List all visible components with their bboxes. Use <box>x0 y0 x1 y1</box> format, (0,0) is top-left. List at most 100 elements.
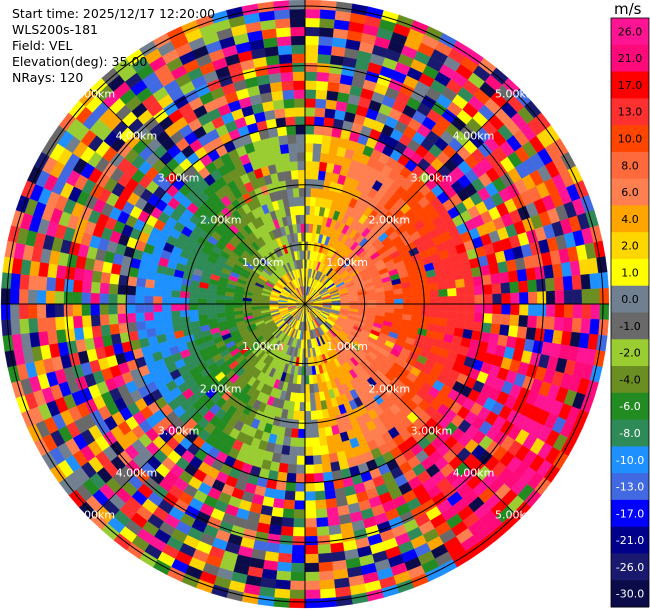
velocity-gate <box>316 71 330 82</box>
velocity-gate <box>188 309 199 317</box>
velocity-gate <box>571 317 582 334</box>
velocity-gate <box>288 143 298 153</box>
range-ring-label: 4.00km <box>116 467 158 480</box>
velocity-gate <box>553 276 565 292</box>
velocity-gate <box>304 160 313 171</box>
velocity-gate <box>490 323 501 335</box>
velocity-gate <box>581 288 592 305</box>
velocity-gate <box>274 489 286 500</box>
colorbar-tick-label: -1.0 <box>619 320 640 333</box>
range-ring-label: 5.00km <box>495 509 537 522</box>
velocity-gate <box>72 303 82 317</box>
velocity-gate <box>304 518 317 528</box>
velocity-gate <box>554 303 565 318</box>
velocity-gate <box>288 598 306 609</box>
velocity-gate <box>271 144 282 156</box>
velocity-gate <box>315 89 328 100</box>
velocity-gate <box>289 580 306 591</box>
velocity-gate <box>384 294 395 300</box>
velocity-gate <box>420 290 431 299</box>
velocity-gate <box>63 316 74 330</box>
velocity-gate <box>301 232 306 242</box>
velocity-gate <box>82 326 94 340</box>
velocity-gate <box>304 53 319 64</box>
velocity-gate <box>304 589 321 600</box>
velocity-gate <box>289 160 299 171</box>
velocity-gate <box>90 292 100 305</box>
velocity-gate <box>310 419 319 430</box>
velocity-gate <box>296 223 302 234</box>
velocity-gate <box>472 275 484 287</box>
velocity-gate <box>318 436 328 447</box>
velocity-gate <box>311 437 321 448</box>
velocity-gate <box>315 499 327 510</box>
velocity-gate <box>297 437 306 448</box>
velocity-gate <box>180 315 191 324</box>
velocity-gate <box>304 446 314 457</box>
velocity-gate <box>500 282 511 294</box>
velocity-gate <box>304 375 310 385</box>
velocity-gate <box>492 303 502 315</box>
velocity-gate <box>599 303 610 321</box>
velocity-gate <box>145 327 157 338</box>
velocity-gate <box>2 256 14 274</box>
velocity-gate <box>273 0 290 11</box>
colorbar-tick-label: 1.0 <box>621 266 639 279</box>
velocity-gate <box>295 133 306 144</box>
velocity-gate <box>304 535 318 546</box>
velocity-gate <box>273 588 291 599</box>
elevation: Elevation(deg): 35.00 <box>12 54 148 69</box>
velocity-gate <box>420 303 431 311</box>
velocity-gate <box>465 294 476 305</box>
colorbar-tick-label: -10.0 <box>616 454 644 467</box>
velocity-gate <box>482 284 493 295</box>
velocity-gate <box>293 89 306 99</box>
velocity-gate <box>290 571 306 582</box>
velocity-gate <box>108 303 118 315</box>
velocity-gate <box>411 303 422 311</box>
velocity-gate <box>161 303 172 312</box>
velocity-gate <box>446 318 457 328</box>
velocity-gate <box>290 562 306 573</box>
colorbar-tick-label: -30.0 <box>616 588 644 601</box>
velocity-gate <box>285 481 296 492</box>
velocity-gate <box>314 107 326 118</box>
velocity-gate <box>429 296 440 305</box>
velocity-gate <box>463 320 475 331</box>
velocity-gate <box>300 384 306 394</box>
velocity-gate <box>304 0 322 10</box>
velocity-gate <box>73 267 85 281</box>
velocity-gate <box>276 125 288 137</box>
velocity-gate <box>152 303 163 313</box>
velocity-gate <box>135 320 147 331</box>
velocity-gate <box>281 80 294 91</box>
velocity-gate <box>525 267 537 281</box>
velocity-gate <box>324 108 336 119</box>
velocity-gate <box>295 125 306 135</box>
velocity-gate <box>296 446 306 457</box>
velocity-gate <box>279 453 290 465</box>
range-ring-label: 3.00km <box>411 424 453 437</box>
velocity-gate <box>54 277 66 292</box>
velocity-gate <box>272 99 285 110</box>
range-ring-label: 5.00km <box>73 87 115 100</box>
velocity-gate <box>402 292 413 300</box>
velocity-gate <box>375 295 386 301</box>
velocity-gate <box>322 125 334 137</box>
velocity-gate <box>36 275 48 291</box>
velocity-gate <box>45 276 57 292</box>
velocity-gate <box>291 553 306 564</box>
velocity-gate <box>161 310 172 320</box>
velocity-gate <box>289 589 306 600</box>
velocity-gate <box>545 303 556 318</box>
velocity-gate <box>144 278 156 289</box>
velocity-gate <box>292 535 306 546</box>
velocity-gate <box>313 134 323 145</box>
range-ring-label: 1.00km <box>326 256 368 269</box>
velocity-gate <box>153 280 164 290</box>
velocity-gate <box>367 303 377 308</box>
velocity-gate <box>215 308 226 314</box>
velocity-gate <box>117 303 127 314</box>
velocity-gate <box>143 303 154 313</box>
velocity-gate <box>108 293 118 305</box>
